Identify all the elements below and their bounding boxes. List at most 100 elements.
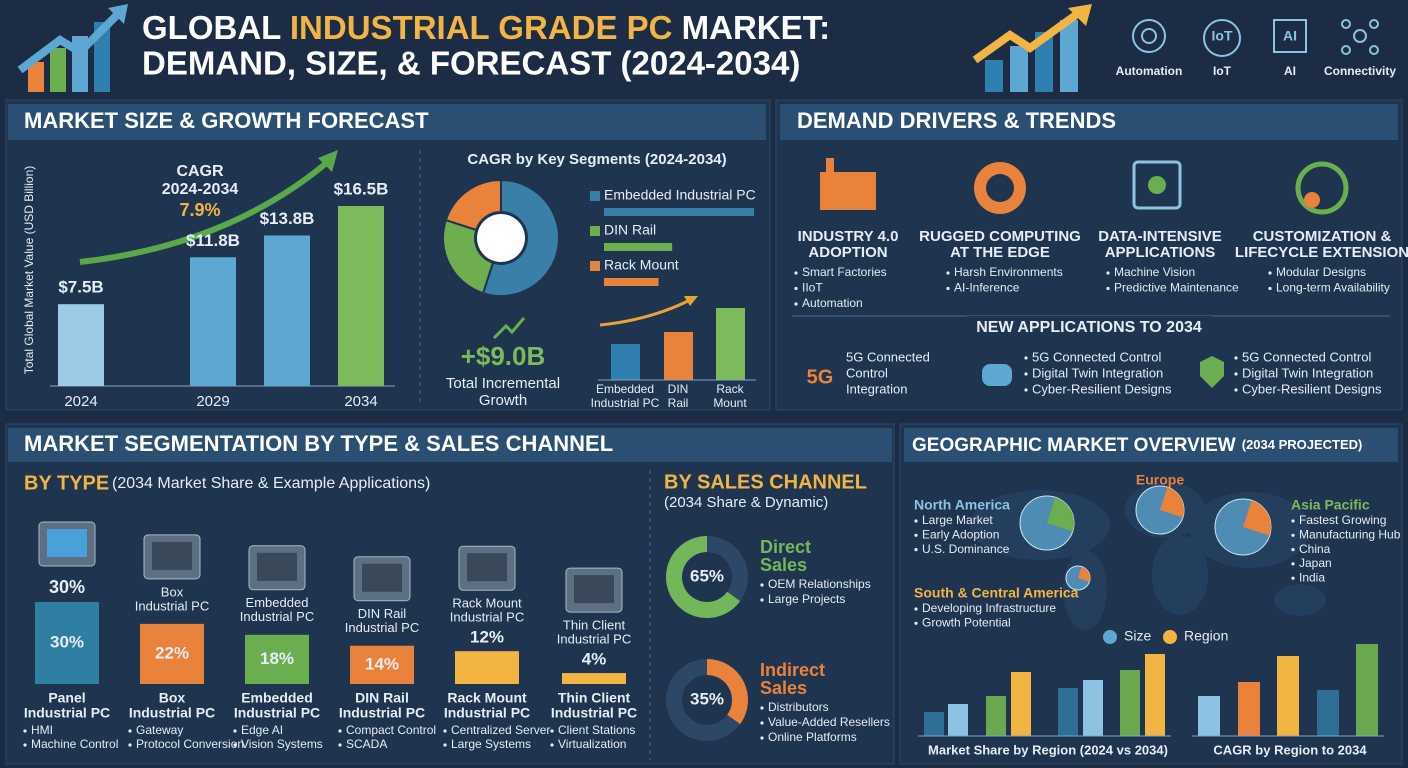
- legend-swatch: [590, 261, 600, 271]
- bullet-text: Virtualization: [558, 737, 626, 751]
- bullet-dot: [760, 736, 764, 740]
- x-tick-label: Industrial PC: [591, 396, 660, 410]
- bullet-text: Growth Potential: [922, 615, 1011, 629]
- app-text: 5G Connected: [846, 349, 930, 364]
- bullet-text: Large Projects: [768, 592, 845, 606]
- bullet-text: Manufacturing Hub: [1299, 527, 1401, 541]
- bullet-text: Client Stations: [558, 723, 635, 737]
- chart-title: Market Share by Region (2024 vs 2034): [928, 742, 1168, 757]
- driver-title: CUSTOMIZATION &: [1253, 228, 1392, 245]
- bullet-text: Large Systems: [451, 737, 531, 751]
- type-name: Box: [159, 690, 186, 706]
- title-line-1: GLOBAL INDUSTRIAL GRADE PC MARKET:: [142, 9, 830, 46]
- value-label: $13.8B: [260, 209, 315, 228]
- icon-glyph: IoT: [1212, 28, 1233, 44]
- title-part: GEOGRAPHIC MARKET OVERVIEW: [912, 435, 1236, 456]
- x-tick-label: Embedded: [596, 382, 654, 396]
- section-title: MARKET SIZE & GROWTH FORECAST: [24, 108, 429, 133]
- bar: [245, 634, 309, 684]
- donut-slice: [707, 659, 748, 725]
- bullet-text: Automation: [802, 296, 863, 310]
- bullet-dot: [1268, 271, 1272, 275]
- cagr-period: 2024-2034: [162, 181, 239, 198]
- incremental-label: Growth: [479, 392, 527, 409]
- subsection-subheading: (2034 Market Share & Example Application…: [112, 475, 430, 492]
- channel-name: Sales: [760, 555, 807, 575]
- bullet-dot: [760, 598, 764, 602]
- cagr-label: CAGR: [176, 163, 224, 180]
- subheader: NEW APPLICATIONS TO 2034: [976, 319, 1202, 336]
- bar: [35, 602, 99, 684]
- bullet-text: AI-Inference: [954, 281, 1020, 295]
- donut-slice: [481, 178, 560, 297]
- bullet-text: Early Adoption: [922, 527, 999, 541]
- bullet-dot: [1024, 356, 1028, 360]
- bullet-text: Vision Systems: [241, 737, 323, 751]
- value-label: 35%: [690, 689, 724, 708]
- app-text: Integration: [846, 381, 907, 396]
- bar: [1317, 690, 1339, 736]
- bullet-text: China: [1299, 542, 1331, 556]
- region-wedge: [1243, 500, 1272, 536]
- y-axis-label: Total Global Market Value (USD Billion): [22, 166, 36, 375]
- driver-title: LIFECYCLE EXTENSION: [1235, 244, 1408, 261]
- x-tick-label: 2034: [344, 393, 377, 410]
- bullet-text: Digital Twin Integration: [1242, 365, 1373, 380]
- x-tick-label: Mount: [713, 396, 747, 410]
- type-caption: Rack Mount: [452, 596, 522, 611]
- type-name: Industrial PC: [444, 705, 530, 721]
- bullet-dot: [1291, 548, 1295, 552]
- bar: [264, 235, 310, 386]
- bullet-dot: [1106, 286, 1110, 291]
- value-label: 4%: [582, 650, 607, 669]
- bullet-text: Modular Designs: [1276, 265, 1366, 279]
- bullet-dot: [1024, 388, 1028, 392]
- bar: [924, 712, 944, 736]
- channel-name: Sales: [760, 678, 807, 698]
- bar: [1238, 682, 1260, 736]
- bullet-text: Edge AI: [241, 723, 283, 737]
- value-label: 65%: [690, 566, 724, 585]
- x-tick-label: 2024: [64, 393, 97, 410]
- value-label: 22%: [155, 643, 189, 662]
- bullet-text: Cyber-Resilient Designs: [1242, 381, 1382, 396]
- bullet-text: Smart Factories: [802, 265, 887, 279]
- region-name: North America: [914, 497, 1010, 513]
- bar: [1083, 680, 1103, 736]
- bar: [1145, 654, 1165, 736]
- bullet-text: Japan: [1299, 556, 1332, 570]
- bar: [562, 673, 626, 684]
- bar: [664, 332, 693, 380]
- panel: [775, 99, 1403, 411]
- bar: [338, 206, 384, 386]
- bullet-dot: [338, 743, 342, 747]
- value-label: 30%: [50, 632, 84, 651]
- bullet-text: 5G Connected Control: [1032, 349, 1161, 364]
- bullet-dot: [914, 607, 918, 611]
- value-label: 12%: [470, 628, 504, 647]
- generated-content: Automation IoT IoT AI AI Connectivity Total Gl…: [22, 28, 1408, 758]
- bullet-dot: [128, 729, 132, 733]
- bullet-text: Developing Infrastructure: [922, 601, 1056, 615]
- legend-swatch: [590, 191, 600, 201]
- section-header: [904, 428, 1398, 462]
- title-part: MARKET:: [672, 9, 830, 46]
- legend-label: Embedded Industrial PC: [604, 187, 756, 203]
- type-caption: Industrial PC: [135, 598, 209, 613]
- bullet-dot: [550, 729, 554, 733]
- legend-label: Size: [1124, 628, 1151, 644]
- bullet-text: Large Market: [922, 513, 993, 527]
- bullet-dot: [1234, 372, 1238, 376]
- subsection-subheading: (2034 Share & Dynamic): [664, 494, 828, 511]
- type-name: DIN Rail: [355, 690, 409, 706]
- device-screen: [152, 541, 192, 570]
- channel-name: Direct: [760, 537, 811, 557]
- bullet-dot: [914, 621, 918, 625]
- driver-title: APPLICATIONS: [1105, 244, 1216, 261]
- bullet-text: Machine Vision: [1114, 265, 1195, 279]
- subsection-heading: BY TYPE: [24, 472, 109, 494]
- bullet-text: Gateway: [136, 723, 183, 737]
- type-name: Industrial PC: [339, 705, 425, 721]
- bullet-dot: [1291, 519, 1295, 523]
